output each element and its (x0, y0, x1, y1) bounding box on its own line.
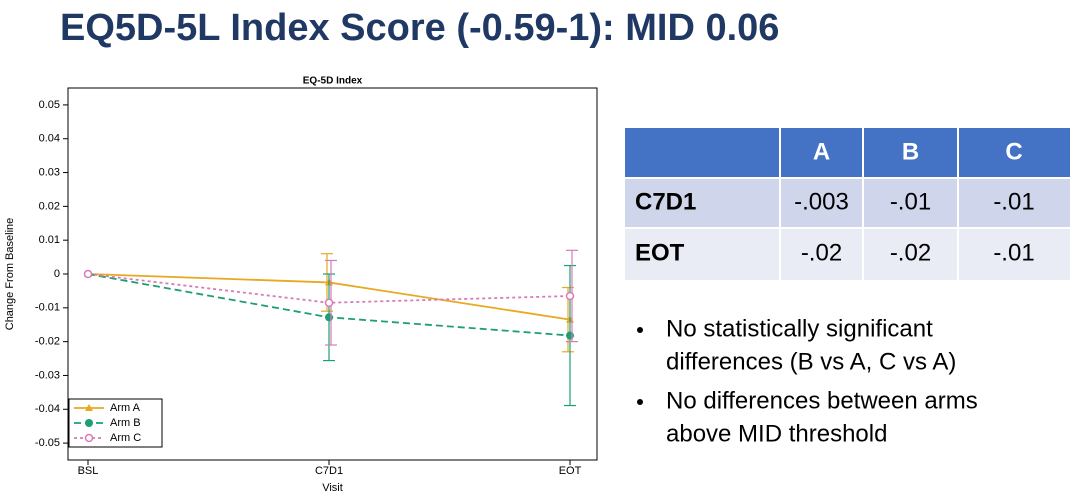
legend-label: Arm C (110, 432, 141, 444)
x-tick-label: BSL (78, 465, 99, 477)
column-header: A (813, 138, 830, 165)
y-tick-label: 0.03 (39, 166, 60, 178)
point (83, 269, 93, 279)
bullet-text: No statistically significant (666, 315, 933, 342)
table-cell: -.01 (993, 188, 1034, 215)
point (324, 298, 334, 307)
bullet-text: differences (B vs A, C vs A) (666, 348, 956, 375)
y-tick-label: 0.04 (39, 133, 60, 145)
column-header: C (1005, 138, 1022, 165)
table-cell: -.01 (890, 188, 931, 215)
table-cell: -.01 (993, 239, 1034, 266)
legend-label: Arm A (110, 402, 141, 414)
point (325, 313, 333, 322)
table-cell: -.02 (801, 239, 842, 266)
row-label: C7D1 (635, 188, 696, 215)
legend-label: Arm B (110, 417, 141, 429)
column-header: B (902, 138, 919, 165)
row-label: EOT (635, 239, 685, 266)
x-tick-label: C7D1 (315, 465, 343, 477)
legend-marker (85, 419, 93, 427)
legend-box (68, 398, 163, 448)
y-tick-label: 0 (54, 268, 60, 280)
slide-title: EQ5D-5L Index Score (-0.59-1): MID 0.06 (60, 7, 779, 49)
y-tick-label: -0.04 (35, 403, 60, 415)
y-axis-label: Change From Baseline (4, 218, 16, 331)
chart-title: EQ-5D Index (303, 76, 363, 87)
legend-marker (85, 404, 93, 411)
x-axis-label: Visit (322, 482, 343, 492)
table-cell: -.003 (794, 188, 849, 215)
y-tick-label: -0.02 (35, 336, 60, 348)
bullet-text: above MID threshold (666, 420, 887, 447)
bullet-text: No differences between arms (666, 387, 978, 414)
bullet-dot (637, 399, 643, 405)
legend-marker (84, 433, 94, 443)
y-tick-label: 0.02 (39, 200, 60, 212)
table-cell: -.02 (890, 239, 931, 266)
bullet-dot (637, 327, 643, 333)
y-tick-label: -0.03 (35, 369, 60, 381)
y-tick-label: -0.05 (35, 437, 60, 449)
point (566, 331, 574, 340)
y-tick-label: -0.01 (35, 302, 60, 314)
point (565, 291, 575, 301)
y-tick-label: 0.05 (39, 99, 60, 111)
y-tick-label: 0.01 (39, 234, 60, 246)
table-row (625, 228, 1070, 280)
table-row (625, 178, 1070, 228)
table-header (625, 128, 1070, 178)
x-tick-label: EOT (559, 465, 582, 477)
